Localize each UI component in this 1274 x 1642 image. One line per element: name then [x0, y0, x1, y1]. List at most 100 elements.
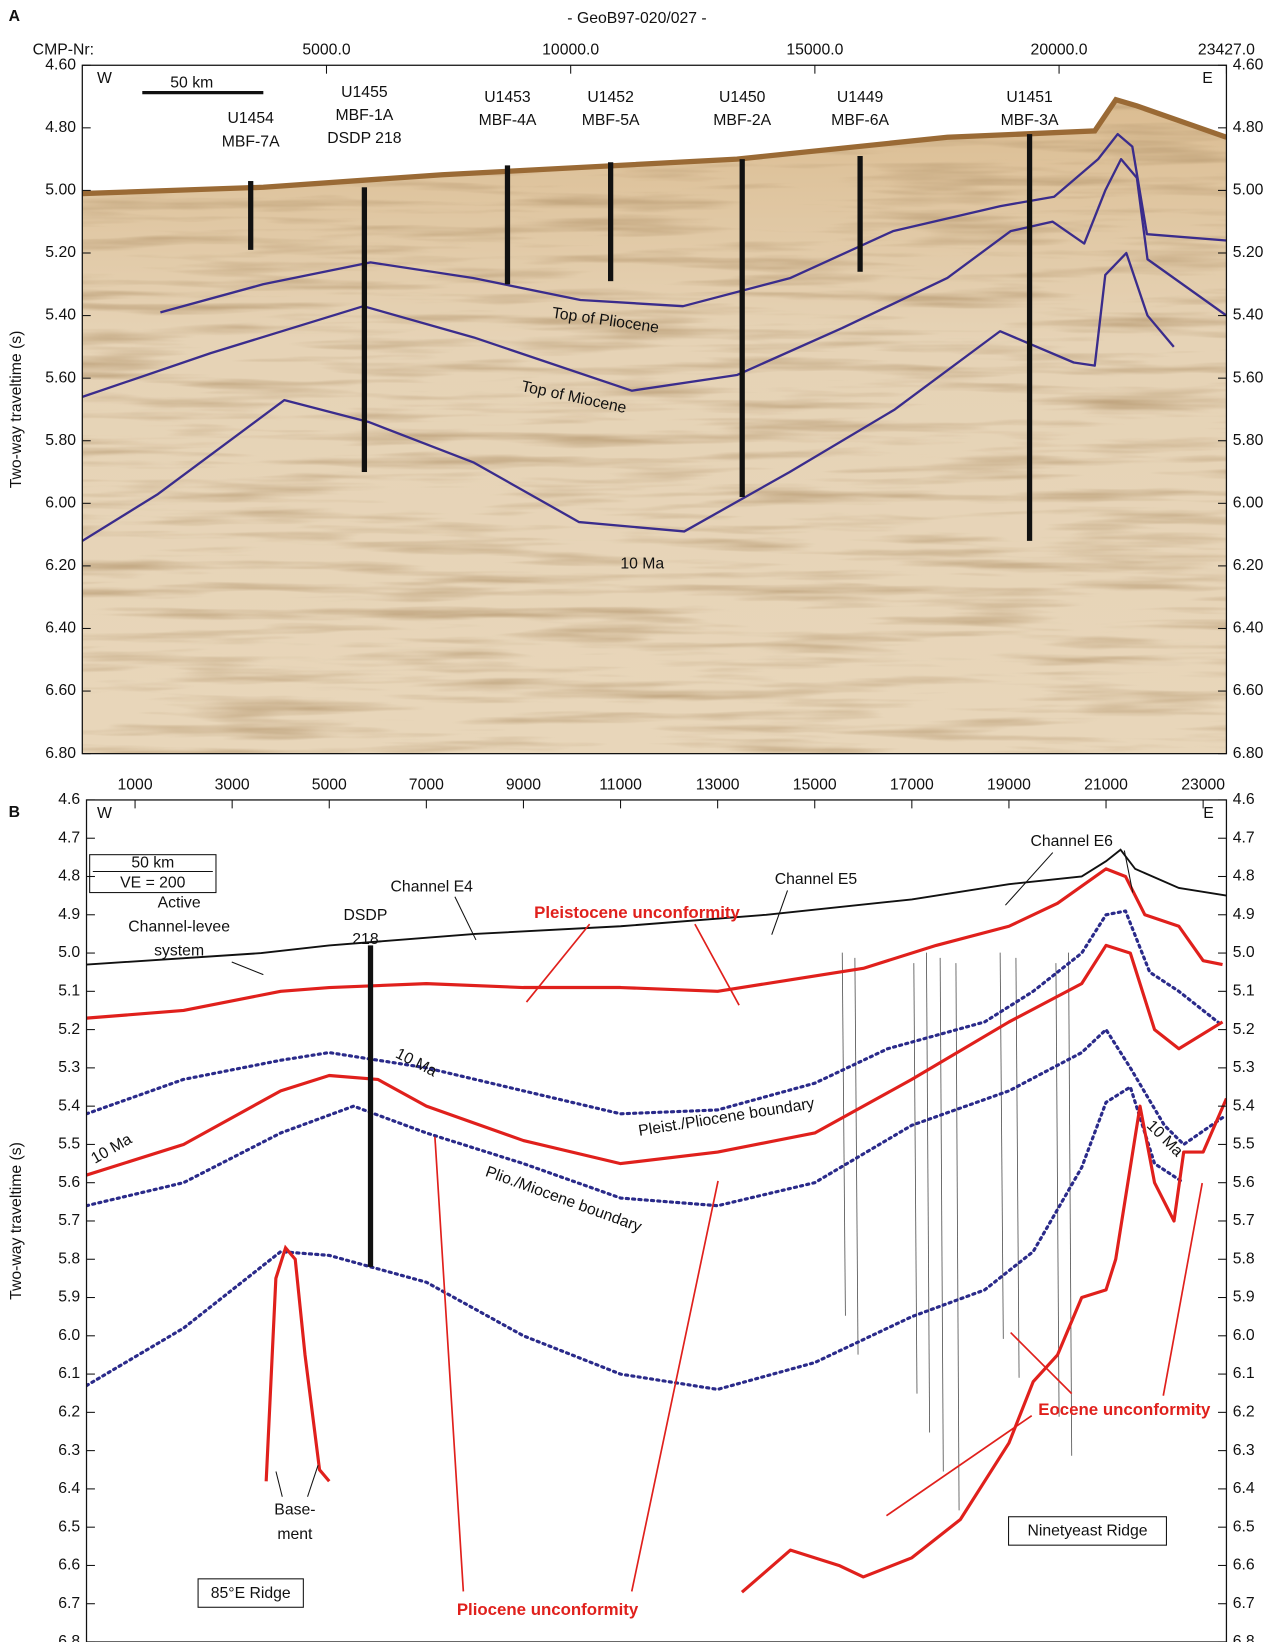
y-tick-label: 6.7 [1233, 1595, 1255, 1612]
plot-area [86, 799, 1227, 1594]
y-tick-label: 5.1 [58, 982, 80, 999]
x-tick-label: 3000 [215, 776, 250, 793]
well-label: U1450 [719, 89, 766, 106]
annotation: Pleistocene unconformity [534, 903, 740, 922]
well-label: MBF-6A [831, 112, 889, 129]
x-tick-label: 9000 [506, 776, 541, 793]
y-tick-label: 5.40 [45, 307, 76, 324]
x-tick-label: 19000 [987, 776, 1031, 793]
annotation: Pliocene unconformity [457, 1600, 639, 1619]
well-label: MBF-7A [222, 133, 280, 150]
y-tick-label: 5.5 [58, 1136, 80, 1153]
horizon-line [740, 1097, 1227, 1594]
x-tick-label: 15000.0 [786, 42, 843, 59]
y-tick-label: 5.0 [58, 944, 80, 961]
well-label: MBF-1A [335, 107, 393, 124]
annotation: ment [277, 1526, 313, 1543]
y-tick-label: 4.7 [1233, 829, 1255, 846]
y-tick-label: 4.8 [1233, 868, 1255, 885]
y-tick-label: 5.60 [45, 369, 76, 386]
fault-line [841, 952, 846, 1316]
y-tick-label: 5.4 [58, 1097, 80, 1114]
annotation: 218 [352, 931, 379, 948]
water-column [82, 65, 1227, 194]
y-tick-label: 6.3 [58, 1442, 80, 1459]
x-tick-label: 13000 [696, 776, 740, 793]
y-tick-label: 4.8 [58, 868, 80, 885]
y-tick-label: 6.6 [1233, 1557, 1255, 1574]
fault-line [999, 952, 1004, 1339]
y-tick-label: 6.4 [1233, 1480, 1255, 1497]
x-tick-label: 20000.0 [1031, 42, 1088, 59]
well [361, 187, 368, 473]
y-tick-label: 6.8 [1233, 1633, 1255, 1642]
well-label: U1454 [227, 110, 274, 127]
y-tick-label: 5.00 [1233, 182, 1264, 199]
horizon-line [82, 251, 1175, 542]
y-tick-label: 6.40 [45, 620, 76, 637]
x-tick-label: 15000 [793, 776, 837, 793]
y-tick-label: 5.8 [58, 1250, 80, 1267]
y-axis-label: Two-way traveltime (s) [8, 1142, 25, 1300]
y-tick-label: 6.40 [1233, 620, 1264, 637]
x-tick-label: 23000 [1181, 776, 1225, 793]
y-tick-label: 6.1 [58, 1365, 80, 1382]
y-tick-label: 4.6 [58, 791, 80, 808]
pointer-lines [89, 91, 1167, 1608]
fault-line [913, 963, 918, 1394]
annotation: Channel E5 [775, 871, 858, 888]
y-tick-label: 6.20 [45, 557, 76, 574]
well-label: U1449 [837, 89, 884, 106]
y-tick-label: 4.7 [58, 829, 80, 846]
y-tick-label: 6.4 [58, 1480, 80, 1497]
y-tick-label: 6.0 [1233, 1327, 1255, 1344]
y-tick-label: 5.9 [58, 1289, 80, 1306]
y-tick-label: 5.1 [1233, 982, 1255, 999]
panel-label: A [9, 8, 20, 25]
x-tick-label: 7000 [409, 776, 444, 793]
fault-line [1068, 952, 1073, 1456]
y-tick-label: 6.8 [58, 1633, 80, 1642]
x-tick-label: 17000 [890, 776, 934, 793]
plot-area [82, 65, 1227, 754]
x-tick-label: 5000.0 [302, 42, 350, 59]
annotation: E [1203, 805, 1214, 822]
well-label: U1451 [1006, 89, 1052, 106]
y-tick-label: 5.20 [1233, 244, 1264, 261]
y-tick-label: 5.80 [45, 432, 76, 449]
callout-arrows [434, 923, 1204, 1592]
y-tick-label: 6.5 [58, 1518, 80, 1535]
well-label: MBF-5A [582, 112, 640, 129]
horizon-line [86, 867, 1223, 1020]
y-tick-label: 6.80 [45, 745, 76, 762]
y-tick-label: 5.60 [1233, 369, 1264, 386]
y-tick-label: 5.0 [1233, 944, 1255, 961]
y-tick-label: 6.0 [58, 1327, 80, 1344]
well [608, 162, 614, 282]
well-label: MBF-4A [479, 112, 537, 129]
chart-title: - GeoB97-020/027 - [567, 10, 706, 27]
y-tick-label: 6.7 [58, 1595, 80, 1612]
annotation: 50 km [170, 74, 213, 91]
well-label: MBF-3A [1001, 112, 1059, 129]
x-tick-label: 21000 [1084, 776, 1128, 793]
y-tick-label: 6.60 [1233, 682, 1264, 699]
annotation: 85°E Ridge [211, 1585, 291, 1602]
y-tick-label: 4.60 [45, 56, 76, 73]
y-tick-label: 5.20 [45, 244, 76, 261]
y-tick-label: 6.20 [1233, 557, 1264, 574]
y-tick-label: 5.2 [1233, 1021, 1255, 1038]
annotation: system [154, 943, 204, 960]
horizon-line [86, 943, 1224, 1177]
horizon-line [82, 157, 1227, 399]
y-tick-label: 4.80 [45, 119, 76, 136]
x-tick-label: 10000.0 [542, 42, 599, 59]
y-tick-label: 5.9 [1233, 1289, 1255, 1306]
seafloor [82, 96, 1227, 197]
y-tick-label: 5.3 [1233, 1059, 1255, 1076]
y-tick-label: 5.00 [45, 182, 76, 199]
y-tick-label: 6.00 [45, 494, 76, 511]
y-tick-label: 5.5 [1233, 1136, 1255, 1153]
x-tick-label: 23427.0 [1198, 42, 1255, 59]
x-axis-label: CMP-Nr: [33, 42, 94, 59]
